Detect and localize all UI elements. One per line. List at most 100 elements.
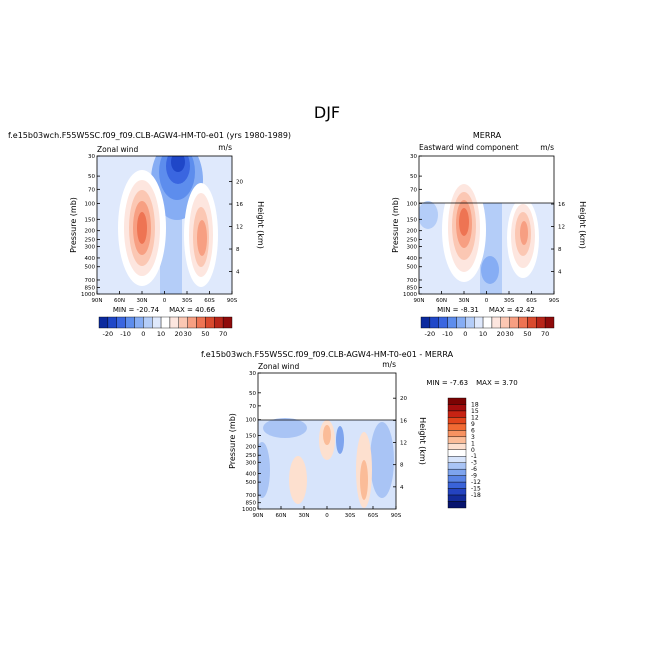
difference-nh-negative-blob xyxy=(263,418,307,438)
y-tick-label: 30 xyxy=(249,371,256,377)
x-tick-label: 90N xyxy=(413,298,424,304)
model-panel: 90N 60N 30N 0 30S 60S 90S305070100150200250300… xyxy=(69,143,265,338)
difference-plot-area xyxy=(258,373,396,509)
obs-ylabel: Pressure (mb) xyxy=(391,197,400,253)
x-tick-label: 60N xyxy=(114,298,125,304)
height-tick-label: 16 xyxy=(558,202,565,208)
colorbar-label: 9 xyxy=(471,421,475,428)
colorbar-swatch xyxy=(187,316,197,329)
obs-sh-jet-core xyxy=(520,221,528,245)
x-tick-label: 90S xyxy=(227,298,238,304)
model-left-label: Zonal wind xyxy=(97,145,139,154)
y-tick-label: 70 xyxy=(88,187,95,193)
model-units: m/s xyxy=(218,143,232,152)
y-tick-label: 700 xyxy=(85,278,96,284)
colorbar-label: 0 xyxy=(471,447,475,454)
y-tick-label: 700 xyxy=(407,278,418,284)
colorbar-label: 50 xyxy=(201,330,209,338)
height-tick-label: 4 xyxy=(400,485,404,491)
model-ylabel: Pressure (mb) xyxy=(69,197,78,253)
colorbar-swatch xyxy=(447,430,467,438)
model-max: MAX = 40.66 xyxy=(169,306,216,314)
model-axes: 90N 60N 30N 0 30S 60S 90S 30 50 70 100 150 200 250 300… xyxy=(81,154,243,304)
y-tick-label: 850 xyxy=(85,286,96,292)
colorbar-swatch xyxy=(447,397,467,405)
y-tick-label: 100 xyxy=(407,201,418,207)
height-tick-label: 8 xyxy=(400,463,404,469)
y-tick-label: 70 xyxy=(249,404,256,410)
colorbar-swatch xyxy=(447,481,467,489)
colorbar-label: -10 xyxy=(120,330,131,338)
difference-ylabel: Pressure (mb) xyxy=(228,413,237,469)
x-tick-label: 0 xyxy=(163,298,167,304)
height-tick-label: 4 xyxy=(558,270,562,276)
colorbar-label: 50 xyxy=(523,330,531,338)
obs-nh-jet-core xyxy=(459,208,469,236)
difference-tropical-positive-core xyxy=(323,425,331,445)
colorbar-label: -6 xyxy=(471,466,477,473)
colorbar-swatch xyxy=(447,462,467,470)
y-tick-label: 250 xyxy=(246,453,257,459)
colorbar-swatch xyxy=(222,316,233,329)
y-tick-label: 200 xyxy=(85,229,96,235)
y-tick-label: 30 xyxy=(88,154,95,160)
height-tick-label: 16 xyxy=(236,202,243,208)
colorbar-label: 10 xyxy=(479,330,487,338)
x-tick-label: 30N xyxy=(298,513,309,519)
colorbar-swatch xyxy=(447,475,467,483)
colorbar-swatch xyxy=(518,316,528,329)
obs-title: MERRA xyxy=(473,131,502,140)
difference-polar-negative-blob xyxy=(258,442,270,498)
y-tick-label: 400 xyxy=(407,256,418,262)
y-tick-label: 250 xyxy=(407,237,418,243)
x-tick-label: 90N xyxy=(91,298,102,304)
colorbar-swatch xyxy=(447,316,457,329)
x-tick-label: 60S xyxy=(204,298,215,304)
obs-units: m/s xyxy=(540,143,554,152)
colorbar-swatch xyxy=(447,449,467,457)
x-tick-label: 60N xyxy=(436,298,447,304)
colorbar-swatch xyxy=(420,316,431,329)
y-tick-label: 850 xyxy=(407,286,418,292)
model-title: f.e15b03wch.F55W5SC.f09_f09.CLB-AGW4-HM-… xyxy=(8,131,291,140)
colorbar-swatch xyxy=(527,316,537,329)
obs-left-label: Eastward wind component xyxy=(419,143,519,152)
x-tick-label: 90N xyxy=(252,513,263,519)
obs-polar-blob xyxy=(419,201,438,229)
colorbar-swatch xyxy=(169,316,180,329)
colorbar-label: 0 xyxy=(141,330,145,338)
y-tick-label: 1000 xyxy=(403,292,417,298)
difference-equatorial-negative-core xyxy=(336,426,344,454)
height-tick-label: 8 xyxy=(236,247,240,253)
colorbar-swatch xyxy=(447,436,467,444)
y-tick-label: 300 xyxy=(407,245,418,251)
colorbar-swatch xyxy=(447,456,467,463)
obs-colorbar: -20 -10 0 10 20 30 50 70 xyxy=(420,316,555,338)
y-tick-label: 30 xyxy=(410,154,417,160)
colorbar-swatch xyxy=(438,316,448,329)
y-tick-label: 150 xyxy=(85,217,96,223)
difference-units: m/s xyxy=(382,360,396,369)
model-nh-jet-core xyxy=(137,212,147,244)
colorbar-label: 70 xyxy=(219,330,227,338)
colorbar-swatch xyxy=(447,501,467,509)
colorbar-swatch xyxy=(125,316,135,329)
colorbar-label: 20 xyxy=(497,330,505,338)
colorbar-swatch xyxy=(465,316,475,329)
colorbar-swatch xyxy=(447,468,467,476)
difference-min: MIN = -7.63 xyxy=(426,379,468,387)
colorbar-swatch xyxy=(196,316,206,329)
colorbar-label: 70 xyxy=(541,330,549,338)
height-tick-label: 12 xyxy=(400,441,407,447)
y-tick-label: 1000 xyxy=(242,507,256,513)
y-tick-label: 200 xyxy=(407,229,418,235)
y-tick-label: 100 xyxy=(85,201,96,207)
colorbar-label: -20 xyxy=(103,330,114,338)
colorbar-swatch xyxy=(447,417,467,425)
model-easterly-core xyxy=(171,156,185,172)
x-tick-label: 60N xyxy=(275,513,286,519)
height-tick-label: 16 xyxy=(400,418,407,424)
colorbar-swatch xyxy=(447,443,467,450)
x-tick-label: 90S xyxy=(549,298,560,304)
